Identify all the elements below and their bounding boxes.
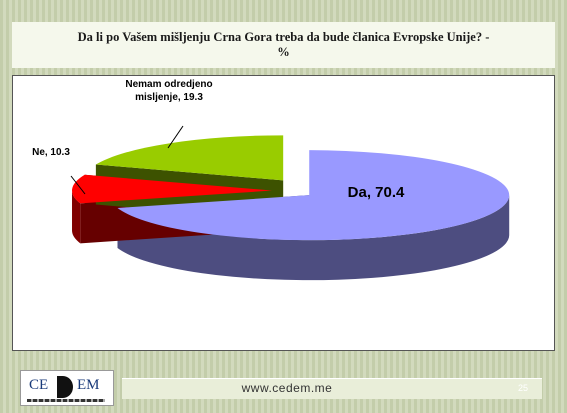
chart-panel: Da, 70.4 Ne, 10.3 Nemam odredjeno misljenj…: [12, 75, 555, 351]
slice: [95, 135, 284, 181]
chart: [70, 125, 510, 281]
data-label: Ne, 10.3: [32, 147, 70, 158]
leader-line: [167, 125, 184, 149]
slice: [117, 150, 510, 241]
chart-title: Da li po Vašem mišljenju Crna Gora treba…: [12, 22, 555, 68]
footer-bar: www.cedem.me 25: [122, 378, 542, 399]
logo-left: CE: [29, 377, 49, 393]
slice: [72, 174, 273, 204]
slice-wall: [72, 190, 81, 244]
logo: CE EM: [20, 370, 114, 406]
data-label: Da, 70.4: [347, 184, 405, 201]
data-label: Nemam odredjeno misljenje, 19.3: [125, 79, 213, 103]
logo-right: EM: [77, 377, 100, 393]
page-number: 25: [517, 383, 528, 393]
slice-wall: [117, 195, 510, 281]
leader-line: [70, 175, 86, 195]
footer-url: www.cedem.me: [241, 381, 333, 395]
logo-stripe: [27, 399, 105, 402]
logo-mark: [57, 376, 73, 398]
